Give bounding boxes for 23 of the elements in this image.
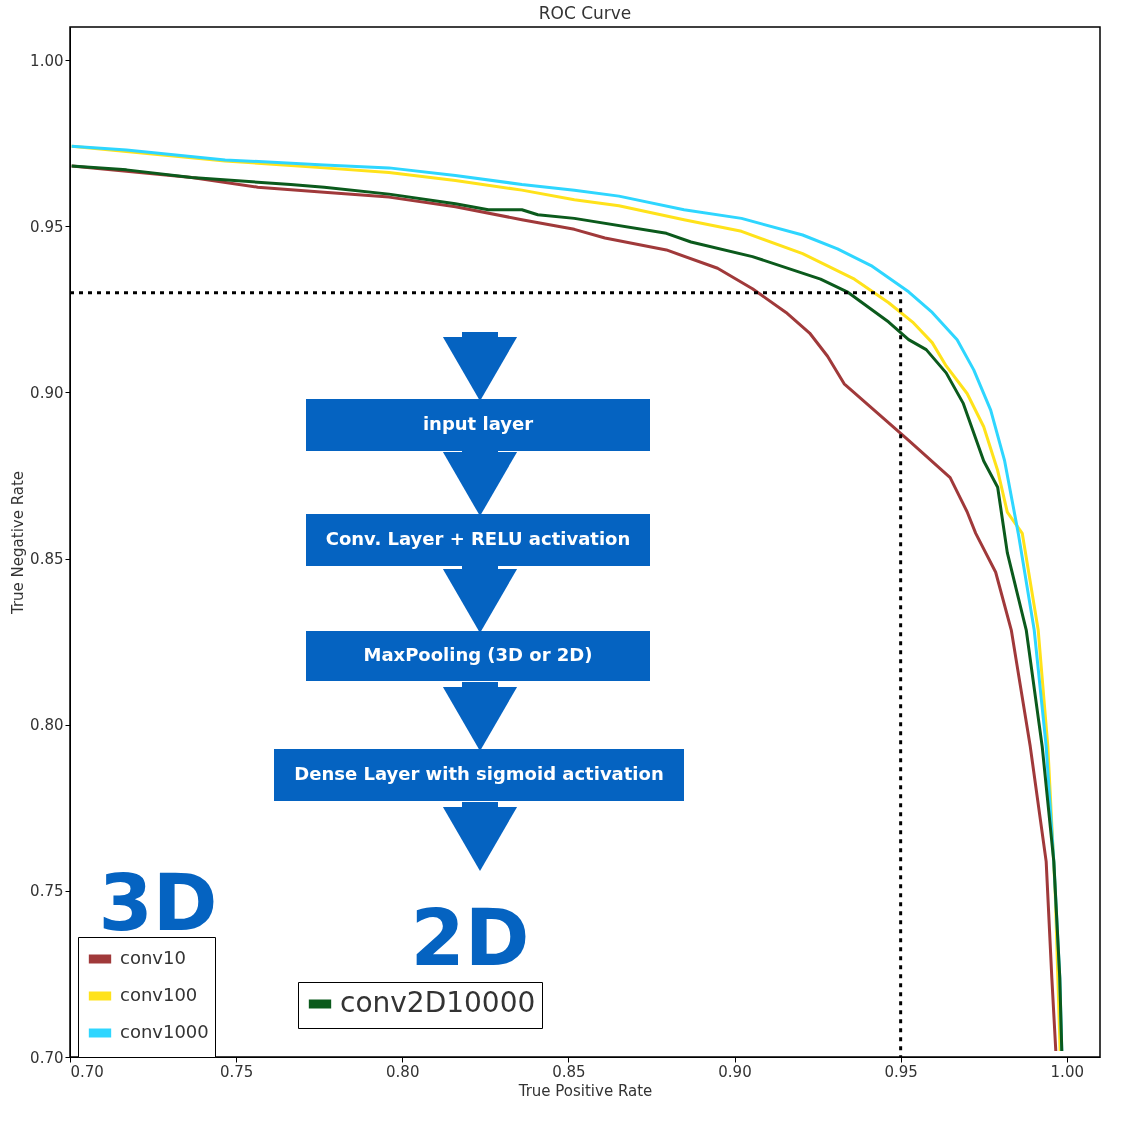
x-tick-label: 0.70 [70, 1062, 104, 1081]
x-tick-label: 0.95 [884, 1062, 918, 1081]
x-tick-label: 0.90 [718, 1062, 752, 1081]
y-tick-label: 0.80 [30, 716, 64, 735]
y-axis-title: True Negative Rate [9, 470, 28, 616]
x-tick-label: 1.00 [1050, 1062, 1084, 1081]
y-tick-label: 0.75 [30, 882, 64, 901]
x-tick-label: 0.85 [552, 1062, 586, 1081]
chart-title: ROC Curve [538, 3, 632, 23]
x-axis-title: True Positive Rate [517, 1081, 653, 1100]
y-tick-label: 0.90 [30, 383, 64, 402]
legend-label: conv2D10000 [340, 986, 536, 1019]
y-tick-label: 0.85 [30, 550, 64, 569]
annotation: 3D [98, 858, 218, 948]
legend-label: conv10 [120, 947, 186, 968]
y-tick-label: 1.00 [30, 51, 64, 70]
x-tick-label: 0.80 [386, 1062, 420, 1081]
legend-label: conv100 [120, 984, 198, 1005]
x-tick-label: 0.75 [219, 1062, 254, 1081]
annotation: 2D [410, 893, 530, 983]
legend-label: conv1000 [120, 1021, 209, 1042]
y-tick-label: 0.70 [30, 1048, 64, 1067]
y-tick-label: 0.95 [30, 217, 64, 236]
